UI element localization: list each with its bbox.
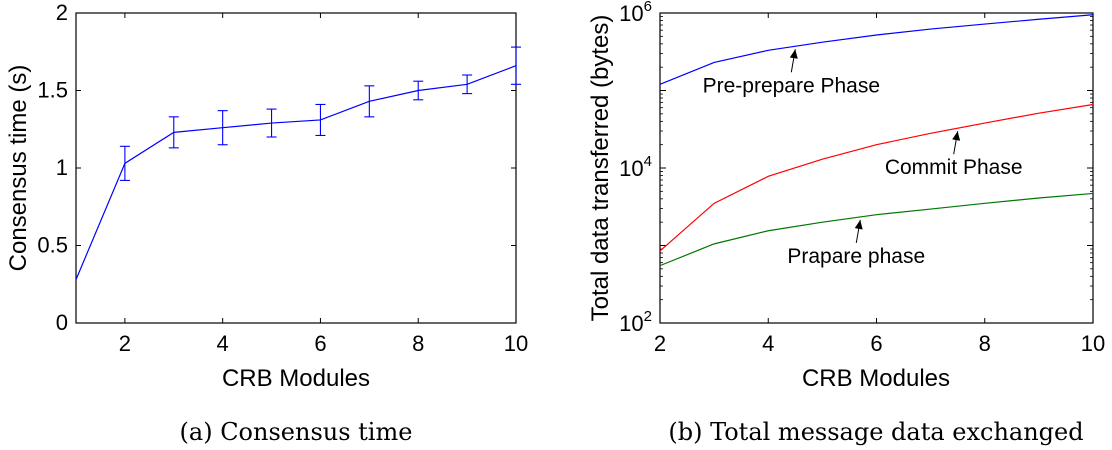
annotations: Pre-prepare Phase Commit Phase Prapare pha… — [703, 49, 1023, 268]
data-layer — [75, 46, 521, 280]
series-line — [659, 14, 1094, 85]
axis-ticks: 2 4 6 8 10 0 0.5 1 1.5 2 — [37, 0, 528, 356]
annotation-arrowhead — [952, 131, 961, 141]
series-line — [75, 65, 517, 280]
x-tick-label: 2 — [119, 331, 131, 356]
y-axis-label: Consensus time (s) — [5, 65, 32, 272]
plot-frame — [75, 12, 517, 324]
x-tick-label: 2 — [654, 331, 666, 356]
x-tick-label: 4 — [217, 331, 229, 356]
x-tick-label: 4 — [762, 331, 774, 356]
data-transferred-chart: 2 4 6 8 10 102 104 106 Pre-prepare Phase Commit … — [587, 0, 1105, 446]
y-tick-label: 106 — [619, 0, 652, 26]
x-tick-label: 8 — [412, 331, 424, 356]
y-tick-label: 104 — [619, 153, 652, 181]
annotation-label: Commit Phase — [885, 156, 1023, 179]
x-axis-label: CRB Modules — [802, 365, 950, 392]
y-tick-label: 1.5 — [37, 78, 68, 103]
x-axis-label: CRB Modules — [222, 365, 370, 392]
annotation-arrowhead — [854, 219, 863, 230]
y-axis-label: Total data transferred (bytes) — [587, 15, 614, 322]
annotation-arrowhead — [789, 49, 798, 59]
x-tick-label: 10 — [504, 331, 528, 356]
y-tick-label: 0 — [56, 310, 68, 335]
y-tick-label: 2 — [56, 0, 68, 25]
annotation-label: Prapare phase — [787, 245, 925, 268]
y-tick-label: 102 — [619, 308, 652, 336]
caption: (b) Total message data exchanged — [668, 418, 1083, 446]
caption: (a) Consensus time — [180, 418, 413, 446]
consensus-time-chart: 2 4 6 8 10 0 0.5 1 1.5 2 CRB Modules Consensus ti… — [5, 0, 528, 446]
y-tick-label: 1 — [56, 155, 68, 180]
x-tick-label: 10 — [1081, 331, 1105, 356]
y-tick-label: 0.5 — [37, 233, 68, 258]
series-line — [659, 192, 1094, 267]
data-layer — [659, 14, 1094, 267]
axis-ticks: 2 4 6 8 10 102 104 106 — [619, 0, 1105, 356]
series-line — [659, 103, 1094, 252]
x-tick-label: 8 — [979, 331, 991, 356]
x-tick-label: 6 — [870, 331, 882, 356]
x-tick-label: 6 — [314, 331, 326, 356]
annotation-label: Pre-prepare Phase — [703, 74, 880, 97]
